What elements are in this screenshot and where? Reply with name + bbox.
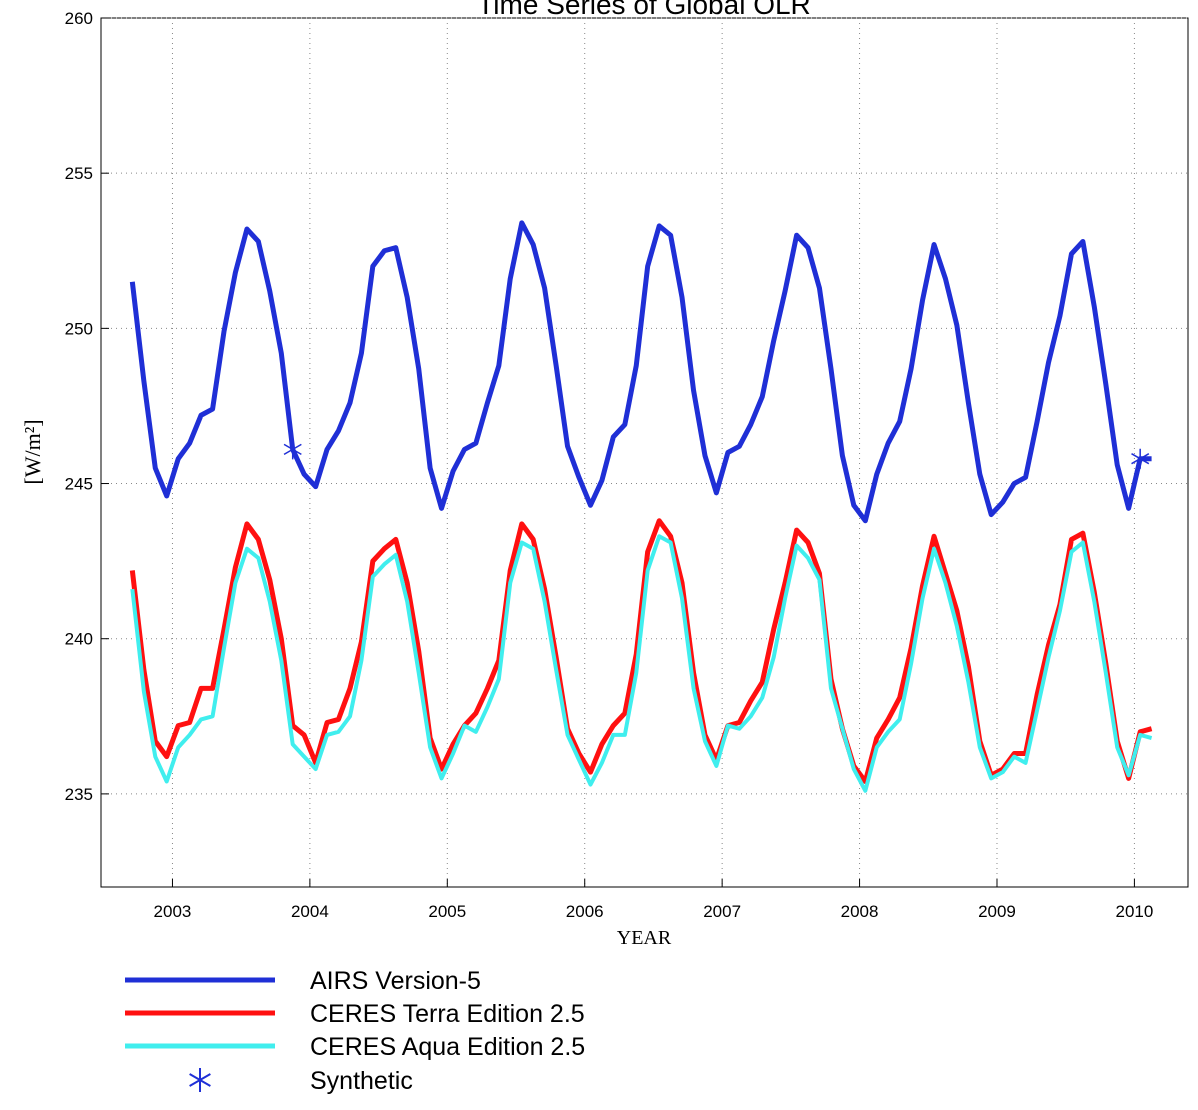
plot-frame — [100, 17, 1189, 888]
y-axis-label: [W/m²] — [20, 419, 45, 484]
series-line — [130, 534, 1153, 793]
y-tick-label: 255 — [65, 164, 93, 183]
legend-label: AIRS Version-5 — [310, 967, 481, 995]
y-tick-label: 240 — [65, 630, 93, 649]
synthetic-point — [1131, 448, 1150, 469]
legend-marker — [189, 1068, 211, 1092]
x-tick-label: 2006 — [566, 902, 604, 921]
x-tick-label: 2009 — [978, 902, 1016, 921]
x-tick-label: 2007 — [703, 902, 741, 921]
synthetic-point — [283, 439, 302, 460]
x-tick-label: 2005 — [428, 902, 466, 921]
legend-label: CERES Aqua Edition 2.5 — [310, 1033, 585, 1061]
x-axis-label: YEAR — [617, 927, 672, 949]
x-tick-label: 2008 — [841, 902, 879, 921]
y-tick-label: 235 — [65, 785, 93, 804]
y-tick-label: 245 — [65, 475, 93, 494]
series-line — [129, 220, 1152, 524]
legend-label: CERES Terra Edition 2.5 — [310, 1000, 585, 1028]
chart-title: Time Series of Global OLR — [477, 0, 811, 20]
legend-label: Synthetic — [310, 1067, 413, 1095]
y-tick-label: 260 — [65, 9, 93, 28]
series-line — [129, 518, 1153, 784]
x-tick-label: 2010 — [1115, 902, 1153, 921]
x-tick-label: 2003 — [154, 902, 192, 921]
y-tick-label: 250 — [65, 319, 93, 338]
x-tick-label: 2004 — [291, 902, 329, 921]
